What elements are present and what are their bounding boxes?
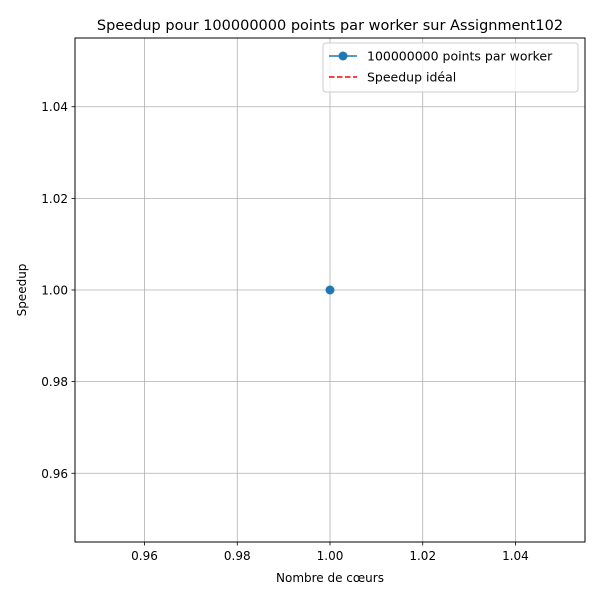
y-tick-label: 1.04 <box>41 100 68 114</box>
legend-frame <box>322 42 579 93</box>
x-tick-label: 0.98 <box>224 549 251 563</box>
x-tick-label: 0.96 <box>131 549 158 563</box>
legend-label-ideal: Speedup idéal <box>367 70 456 85</box>
legend-label-measured: 100000000 points par worker <box>367 49 553 64</box>
y-tick-label: 0.96 <box>41 467 68 481</box>
y-axis-ticks: 0.96 0.98 1.00 1.02 1.04 <box>41 100 75 481</box>
x-tick-label: 1.02 <box>409 549 436 563</box>
legend-marker-measured <box>338 51 348 61</box>
y-tick-label: 0.98 <box>41 375 68 389</box>
x-axis-label: Nombre de cœurs <box>276 571 384 585</box>
chart-title: Speedup pour 100000000 points par worker… <box>97 18 563 34</box>
series-layer <box>325 285 335 295</box>
y-tick-label: 1.00 <box>41 284 68 298</box>
x-axis-ticks: 0.96 0.98 1.00 1.02 1.04 <box>131 542 529 563</box>
y-axis-label: Speedup <box>15 264 29 317</box>
x-tick-label: 1.04 <box>502 549 529 563</box>
y-tick-label: 1.02 <box>41 192 68 206</box>
legend: 100000000 points par worker Speedup idéa… <box>322 42 579 93</box>
data-point <box>325 285 335 295</box>
x-tick-label: 1.00 <box>317 549 344 563</box>
